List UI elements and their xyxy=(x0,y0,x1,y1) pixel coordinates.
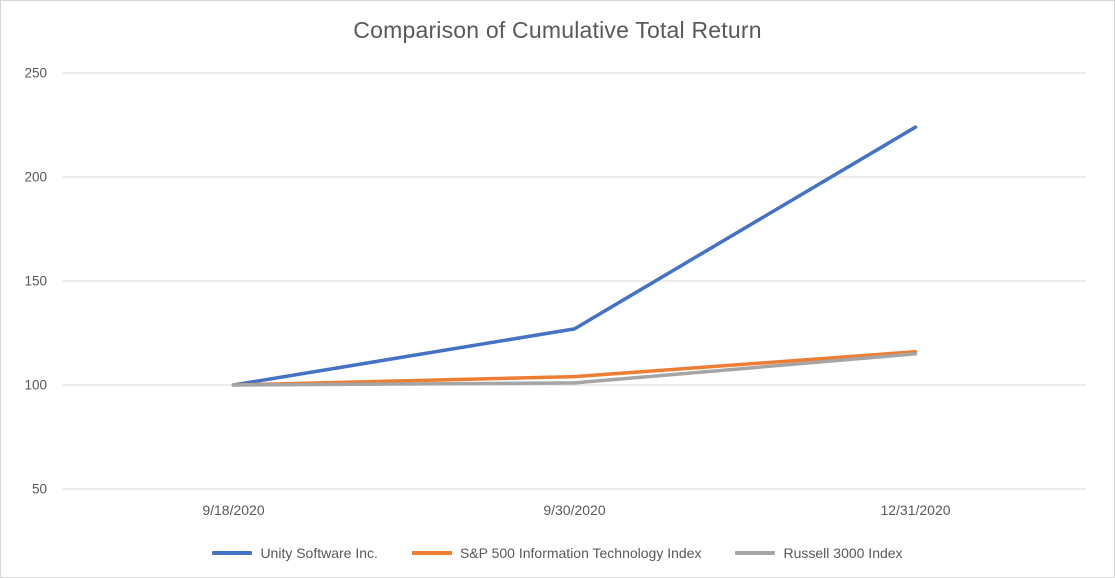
chart-legend: Unity Software Inc. S&P 500 Information T… xyxy=(1,545,1114,561)
legend-item: S&P 500 Information Technology Index xyxy=(411,545,702,561)
legend-label: Russell 3000 Index xyxy=(783,545,903,561)
y-axis-tick-label: 150 xyxy=(24,274,47,289)
x-axis-tick-label: 12/31/2020 xyxy=(880,502,950,518)
legend-item: Unity Software Inc. xyxy=(212,545,378,561)
series-line-unity-software-inc xyxy=(231,125,918,387)
series-line-russell-3000-index xyxy=(231,352,918,387)
chart-title: Comparison of Cumulative Total Return xyxy=(353,17,762,43)
legend-swatch-icon xyxy=(411,551,452,555)
legend-swatch-icon xyxy=(212,551,253,555)
x-axis-tick-label: 9/18/2020 xyxy=(202,502,264,518)
legend-label: Unity Software Inc. xyxy=(260,545,378,561)
legend-swatch-icon xyxy=(735,551,776,555)
y-axis-tick-label: 250 xyxy=(24,66,47,81)
y-axis-tick-label: 200 xyxy=(24,170,47,185)
x-axis-tick-label: 9/30/2020 xyxy=(543,502,605,518)
y-axis-tick-label: 50 xyxy=(32,482,47,497)
y-axis-tick-label: 100 xyxy=(24,378,47,393)
series-line-s-p-500-information-technology-index xyxy=(231,349,918,387)
legend-item: Russell 3000 Index xyxy=(735,545,903,561)
legend-label: S&P 500 Information Technology Index xyxy=(459,545,702,561)
